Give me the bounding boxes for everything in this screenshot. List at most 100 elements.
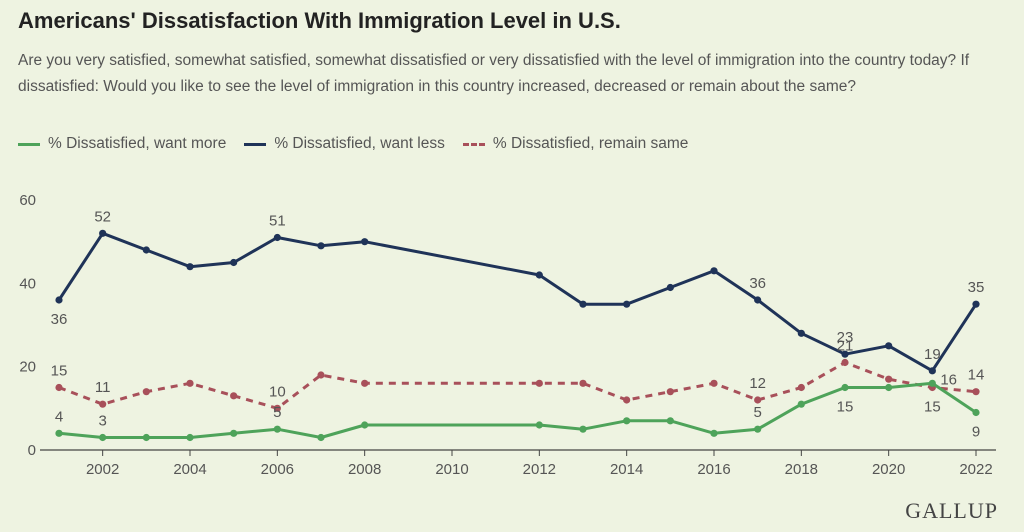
data-point-remain-same	[623, 396, 631, 404]
data-point-want-less	[535, 271, 543, 279]
x-tick-label: 2022	[959, 461, 992, 478]
data-label-remain-same: 21	[837, 338, 854, 355]
data-point-want-less	[972, 300, 980, 308]
data-label-want-less: 36	[749, 275, 766, 292]
data-point-want-more	[623, 417, 631, 425]
data-point-want-more	[99, 433, 107, 442]
data-label-want-less: 51	[269, 213, 286, 230]
data-point-want-more	[230, 429, 238, 437]
chart-subtitle: Are you very satisfied, somewhat satisfi…	[18, 52, 970, 95]
data-label-want-more: 4	[55, 408, 63, 425]
y-tick-label: 20	[19, 359, 36, 376]
data-point-want-less	[885, 342, 893, 350]
data-point-want-more	[579, 425, 587, 433]
data-point-want-more	[666, 417, 674, 425]
data-label-remain-same: 15	[924, 399, 941, 416]
legend-swatch-remain-same	[462, 142, 485, 146]
data-point-want-more	[797, 400, 805, 408]
data-point-want-less	[99, 229, 107, 237]
data-label-remain-same: 11	[95, 379, 111, 396]
data-label-want-more: 16	[940, 371, 957, 388]
data-point-remain-same	[535, 379, 543, 387]
data-label-want-less: 35	[968, 279, 985, 296]
data-point-want-less	[623, 300, 631, 308]
data-point-want-more	[273, 425, 281, 433]
data-point-want-less	[230, 258, 238, 267]
y-tick-label: 0	[28, 442, 36, 459]
data-point-want-more	[972, 408, 980, 417]
data-point-want-more	[841, 383, 849, 392]
data-point-want-more	[55, 429, 63, 437]
data-point-want-more	[186, 433, 194, 442]
data-point-remain-same	[273, 404, 281, 412]
x-tick-label: 2012	[523, 461, 556, 478]
data-point-want-more	[885, 383, 893, 392]
chart-title: Americans' Dissatisfaction With Immigrat…	[18, 8, 621, 33]
chart-legend: % Dissatisfied, want more % Dissatisfied…	[18, 135, 688, 153]
data-point-want-less	[142, 246, 150, 254]
data-label-remain-same: 14	[968, 367, 985, 384]
data-point-remain-same	[797, 383, 805, 392]
data-point-want-less	[754, 296, 762, 304]
data-label-want-more: 5	[753, 404, 761, 421]
data-label-remain-same: 10	[269, 383, 286, 400]
y-tick-label: 40	[19, 275, 36, 292]
data-point-want-more	[142, 433, 150, 442]
legend-label-want-more: % Dissatisfied, want more	[48, 135, 227, 152]
data-label-want-less: 36	[51, 311, 68, 328]
data-point-want-more	[317, 433, 325, 442]
legend-label-remain-same: % Dissatisfied, remain same	[492, 135, 689, 152]
data-label-want-more: 9	[972, 424, 980, 441]
data-point-want-more	[361, 421, 369, 429]
data-label-remain-same: 15	[51, 363, 68, 380]
legend-swatch-want-less	[244, 142, 267, 146]
data-point-want-more	[928, 379, 936, 387]
data-label-remain-same: 12	[749, 375, 766, 392]
data-point-remain-same	[230, 392, 238, 400]
x-tick-label: 2004	[173, 461, 206, 478]
data-point-want-more	[535, 421, 543, 429]
data-label-want-more: 3	[98, 413, 106, 430]
data-point-remain-same	[361, 379, 369, 387]
data-label-want-less: 19	[924, 346, 941, 363]
data-point-want-less	[841, 350, 849, 358]
data-point-remain-same	[317, 371, 325, 379]
legend-item-want-more: % Dissatisfied, want more	[18, 135, 226, 153]
data-point-want-less	[928, 367, 936, 375]
data-point-want-less	[273, 233, 281, 242]
data-point-want-less	[186, 263, 194, 271]
data-label-want-more: 15	[837, 399, 854, 416]
x-tick-label: 2020	[872, 461, 905, 478]
data-point-remain-same	[972, 388, 980, 396]
data-point-remain-same	[710, 379, 718, 387]
data-point-remain-same	[666, 388, 674, 396]
legend-label-want-less: % Dissatisfied, want less	[274, 135, 445, 152]
legend-item-remain-same: % Dissatisfied, remain same	[462, 135, 689, 153]
data-point-want-more	[710, 429, 718, 437]
data-point-remain-same	[99, 400, 107, 408]
x-tick-label: 2018	[785, 461, 818, 478]
data-point-want-more	[754, 425, 762, 433]
x-tick-label: 2008	[348, 461, 381, 478]
y-tick-label: 60	[19, 192, 36, 209]
x-tick-label: 2010	[435, 461, 468, 478]
data-point-want-less	[361, 238, 369, 246]
x-tick-label: 2006	[261, 461, 294, 478]
data-label-want-more: 5	[273, 404, 281, 421]
x-tick-label: 2002	[86, 461, 119, 478]
data-point-want-less	[55, 296, 63, 304]
x-tick-label: 2014	[610, 461, 643, 478]
data-point-remain-same	[885, 375, 893, 383]
data-point-want-less	[710, 267, 718, 275]
data-label-want-less: 52	[94, 208, 111, 225]
data-point-remain-same	[186, 379, 194, 387]
legend-item-want-less: % Dissatisfied, want less	[244, 135, 445, 153]
data-point-want-less	[579, 300, 587, 308]
data-point-want-less	[317, 242, 325, 250]
data-point-remain-same	[841, 358, 849, 367]
data-point-remain-same	[579, 379, 587, 387]
legend-swatch-want-more	[18, 142, 40, 146]
data-point-remain-same	[142, 388, 150, 396]
data-point-remain-same	[55, 383, 63, 392]
